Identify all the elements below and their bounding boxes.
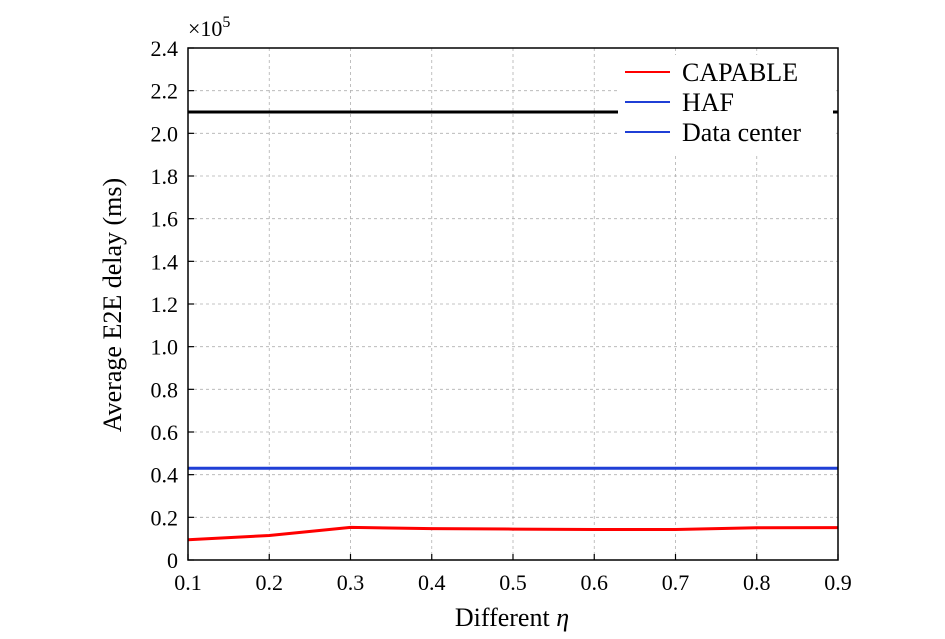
legend-label: CAPABLE — [682, 58, 798, 87]
y-tick-label: 0 — [167, 548, 178, 573]
x-tick-label: 0.1 — [174, 570, 202, 595]
legend-label: HAF — [682, 88, 734, 117]
x-tick-label: 0.6 — [581, 570, 609, 595]
grid-lines — [188, 48, 838, 560]
y-tick-label: 0.4 — [151, 463, 179, 488]
x-tick-label: 0.3 — [337, 570, 365, 595]
y-tick-label: 0.2 — [151, 505, 179, 530]
series-line-capable — [187, 525, 839, 542]
x-tick-label: 0.8 — [743, 570, 771, 595]
x-tick-label: 0.4 — [418, 570, 446, 595]
y-tick-label: 2.2 — [151, 79, 179, 104]
y-tick-label: 2.0 — [151, 121, 179, 146]
y-axis-ticks: 0 0.2 0.4 0.6 0.8 1.0 1.2 1.4 1.6 1.8 2.0 2.2 2.4 — [151, 36, 194, 573]
y-tick-label: 1.6 — [151, 207, 179, 232]
legend-label: Data center — [682, 118, 801, 147]
y-multiplier-base: ×10 — [188, 16, 222, 41]
y-tick-label: 2.4 — [151, 36, 179, 61]
y-tick-label: 1.0 — [151, 335, 179, 360]
x-tick-label: 0.2 — [256, 570, 284, 595]
y-multiplier: ×105 — [188, 14, 230, 41]
y-tick-label: 1.2 — [151, 292, 179, 317]
x-axis-ticks: 0.1 0.2 0.3 0.4 0.5 0.6 0.7 0.8 0.9 — [174, 554, 852, 595]
y-axis-label: Average E2E delay (ms) — [98, 178, 127, 432]
x-tick-label: 0.9 — [824, 570, 852, 595]
x-axis-label: Different η — [455, 603, 569, 632]
y-tick-label: 0.6 — [151, 420, 179, 445]
x-tick-label: 0.7 — [662, 570, 690, 595]
y-tick-label: 0.8 — [151, 377, 179, 402]
y-tick-label: 1.4 — [151, 249, 179, 274]
y-tick-label: 1.8 — [151, 164, 179, 189]
x-axis-label-text: Different — [455, 603, 556, 632]
x-tick-label: 0.5 — [499, 570, 527, 595]
y-multiplier-exponent: 5 — [222, 14, 230, 31]
x-axis-label-symbol: η — [556, 603, 569, 632]
